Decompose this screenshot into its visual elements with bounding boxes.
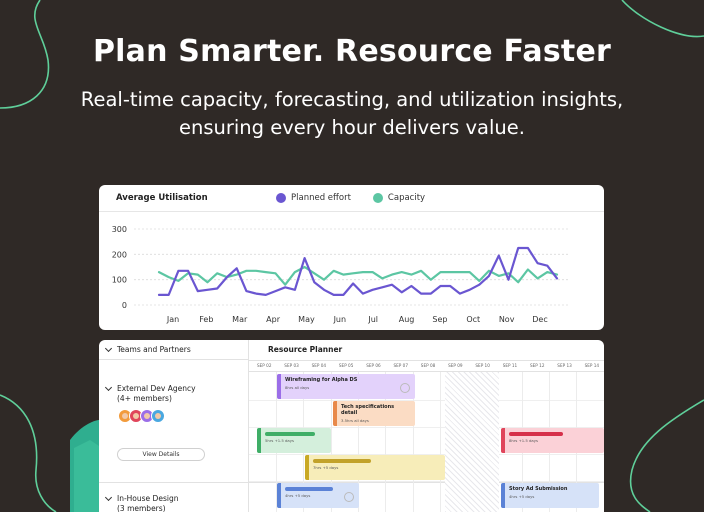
legend-capacity[interactable]: Capacity [372,193,426,203]
date-header-row: SEP 02 SEP 03 SEP 04 SEP 05 SEP 06 SEP 07 SEP … [249,360,604,372]
team-member-count: (3 members) [117,503,166,512]
task-hours: 3.5hrs all days [341,418,369,423]
task-bar[interactable]: 8hrs +1.5 days [501,428,604,453]
task-bar[interactable]: 7hrs +5 days [305,455,445,480]
date-header-cell: SEP 04 [311,363,327,368]
avatar [151,409,165,423]
legend-label-planned: Planned effort [291,193,351,203]
x-tick-label: Jan [166,315,179,324]
chart-title: Average Utilisation [116,193,208,203]
team-group-in-house[interactable]: In-House Design (3 members) [99,493,249,512]
teams-column: Teams and Partners [99,340,249,512]
page-subheadline: Real-time capacity, forecasting, and uti… [80,88,624,139]
task-progress [509,432,563,436]
x-tick-label: May [298,315,315,324]
y-tick-label: 100 [112,276,127,285]
avatar [118,409,132,423]
y-tick-label: 0 [122,301,127,310]
x-tick-label: Nov [499,315,515,324]
task-progress [313,459,371,463]
utilisation-line-chart: 300 200 100 0 Jan Feb Mar Apr May Jun Jul Aug Sep Oct… [112,225,569,324]
weekend-hatch [445,372,499,512]
x-tick-label: Dec [532,315,547,324]
legend-dot-planned [276,193,286,203]
task-title: Story Ad Submission [509,486,568,492]
task-progress [265,432,315,436]
task-bar[interactable]: Wireframing for Alpha DS 8hrs all days [277,374,415,399]
x-tick-label: Sep [432,315,447,324]
task-bar[interactable]: Story Ad Submission 4hrs +5 days [501,483,599,508]
date-header-cell: SEP 03 [284,363,299,368]
grid-row-line [249,454,604,455]
planner-title: Resource Planner [268,345,343,354]
legend-label-capacity: Capacity [387,193,426,203]
task-bar[interactable]: 5hrs +1.5 days [257,428,331,453]
grid-row-line [249,481,604,482]
teams-header-label: Teams and Partners [117,345,191,354]
series-line-capacity [157,265,559,286]
series-line-planned-effort [157,246,559,297]
comment-icon[interactable] [344,492,354,502]
task-hours: 7hrs +5 days [313,465,339,470]
planner-grid: Resource Planner SEP 02 SEP 03 SEP 04 SEP 0… [249,340,604,512]
team-group-external[interactable]: External Dev Agency (4+ members) [99,383,249,423]
task-hours: 4hrs +5 days [285,493,311,498]
legend-dot-capacity [372,193,383,203]
task-title: Wireframing for Alpha DS [285,377,358,383]
view-details-button[interactable]: View Details [117,448,205,461]
x-tick-label: Mar [232,315,248,324]
date-header-cell: SEP 12 [530,363,545,368]
teams-header[interactable]: Teams and Partners [99,340,248,360]
team-name: In-House Design [117,494,179,503]
x-tick-label: Aug [399,315,415,324]
grid-column-line [385,372,387,512]
date-header-cell: SEP 14 [584,363,600,368]
utilisation-chart-card: Average Utilisation Planned effort Capac… [99,185,604,330]
date-header-cell: SEP 05 [338,363,354,368]
resource-planner-card: Teams and Partners External Dev Agency (… [99,340,604,512]
chevron-down-icon [104,344,113,352]
chevron-down-icon [104,383,113,392]
legend-planned-effort[interactable]: Planned effort [276,193,351,203]
grid-row-line [249,400,604,401]
grid-column-line [330,372,332,512]
comment-icon[interactable] [400,383,410,393]
date-header-cell: SEP 07 [393,363,409,368]
date-header-cell: SEP 13 [557,363,572,368]
x-tick-label: Feb [199,315,213,324]
task-hours: 5hrs +1.5 days [265,438,294,443]
task-progress [285,487,333,491]
team-name: External Dev Agency [117,384,196,393]
grid-column-line [412,372,414,512]
grid-column-line [439,372,441,512]
chart-header: Average Utilisation Planned effort Capac… [99,185,604,212]
date-header-cell: SEP 08 [420,363,436,368]
task-hours: 8hrs all days [285,385,310,390]
team-member-count: (4+ members) [117,393,172,403]
task-hours: 8hrs +1.5 days [509,438,538,443]
x-tick-label: Apr [266,315,281,324]
avatar-group [118,409,249,423]
group-divider [99,482,604,483]
task-title: Tech specifications detail [341,404,395,416]
date-header-cell: SEP 06 [366,363,381,368]
grid-column-line [357,372,359,512]
y-tick-label: 300 [112,225,127,234]
chevron-down-icon [104,493,113,502]
x-tick-label: Jun [333,315,347,324]
grid-row-line [249,427,604,428]
date-header-cell: SEP 11 [502,363,518,368]
date-header-cell: SEP 02 [257,363,272,368]
date-header-cell: SEP 10 [475,363,490,368]
x-tick-label: Oct [466,315,480,324]
x-tick-label: Jul [367,315,378,324]
date-header-cell: SEP 09 [448,363,463,368]
page-headline: Plan Smarter. Resource Faster [92,34,612,69]
y-tick-label: 200 [112,250,127,259]
task-bar[interactable]: Tech specifications detail 3.5hrs all da… [333,401,415,426]
task-bar[interactable]: 4hrs +5 days [277,483,359,508]
task-hours: 4hrs +5 days [509,494,535,499]
